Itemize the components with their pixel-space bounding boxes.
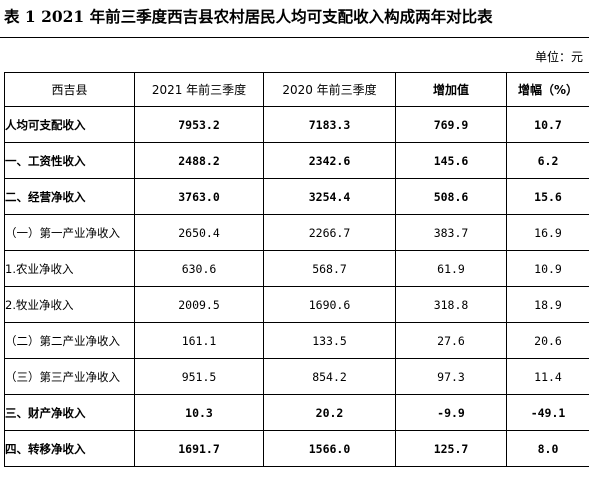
value-growth-rate: 11.4	[506, 358, 589, 395]
value-2020: 20.2	[263, 394, 396, 431]
row-label: （三）第三产业净收入	[4, 358, 135, 395]
header-region: 西吉县	[4, 72, 135, 107]
value-increase: 61.9	[395, 250, 507, 287]
income-comparison-table: 西吉县 2021 年前三季度 2020 年前三季度 增加值 增幅（%） 人均可支…	[4, 72, 589, 467]
row-label: 四、转移净收入	[4, 430, 135, 467]
table-row: （一）第一产业净收入 2650.4 2266.7 383.7 16.9	[4, 214, 589, 251]
value-growth-rate: 10.9	[506, 250, 589, 287]
table-row: 一、工资性收入 2488.2 2342.6 145.6 6.2	[4, 142, 589, 179]
value-2020: 133.5	[263, 322, 396, 359]
value-2020: 1690.6	[263, 286, 396, 323]
row-label: （一）第一产业净收入	[4, 214, 135, 251]
unit-label: 单位：元	[534, 50, 583, 64]
value-growth-rate: 15.6	[506, 178, 589, 215]
value-2020: 854.2	[263, 358, 396, 395]
table-row: 人均可支配收入 7953.2 7183.3 769.9 10.7	[4, 106, 589, 143]
value-2021: 630.6	[134, 250, 264, 287]
table-row: 二、经营净收入 3763.0 3254.4 508.6 15.6	[4, 178, 589, 215]
table-header-row: 西吉县 2021 年前三季度 2020 年前三季度 增加值 增幅（%）	[4, 72, 589, 107]
value-increase: 145.6	[395, 142, 507, 179]
row-label: 人均可支配收入	[4, 106, 135, 143]
value-growth-rate: 18.9	[506, 286, 589, 323]
value-2021: 161.1	[134, 322, 264, 359]
value-2020: 2266.7	[263, 214, 396, 251]
table-body: 人均可支配收入 7953.2 7183.3 769.9 10.7 一、工资性收入 2488.…	[4, 106, 589, 467]
value-2021: 3763.0	[134, 178, 264, 215]
value-growth-rate: 20.6	[506, 322, 589, 359]
row-label: 1.农业净收入	[4, 250, 135, 287]
table-row: （三）第三产业净收入 951.5 854.2 97.3 11.4	[4, 358, 589, 395]
table-row: 1.农业净收入 630.6 568.7 61.9 10.9	[4, 250, 589, 287]
value-increase: 97.3	[395, 358, 507, 395]
value-2021: 10.3	[134, 394, 264, 431]
value-2020: 3254.4	[263, 178, 396, 215]
value-increase: 318.8	[395, 286, 507, 323]
row-label: 三、财产净收入	[4, 394, 135, 431]
value-increase: 125.7	[395, 430, 507, 467]
table-row: 三、财产净收入 10.3 20.2 -9.9 -49.1	[4, 394, 589, 431]
value-increase: 383.7	[395, 214, 507, 251]
value-increase: 769.9	[395, 106, 507, 143]
value-2021: 2650.4	[134, 214, 264, 251]
value-increase: 508.6	[395, 178, 507, 215]
value-2020: 2342.6	[263, 142, 396, 179]
table-row: （二）第二产业净收入 161.1 133.5 27.6 20.6	[4, 322, 589, 359]
header-growth-rate: 增幅（%）	[506, 72, 589, 107]
value-growth-rate: 10.7	[506, 106, 589, 143]
value-increase: 27.6	[395, 322, 507, 359]
value-2021: 2009.5	[134, 286, 264, 323]
value-growth-rate: 8.0	[506, 430, 589, 467]
value-2021: 2488.2	[134, 142, 264, 179]
row-label: 二、经营净收入	[4, 178, 135, 215]
table-title: 表 1 2021 年前三季度西吉县农村居民人均可支配收入构成两年对比表	[4, 7, 493, 26]
value-2021: 7953.2	[134, 106, 264, 143]
row-label: （二）第二产业净收入	[4, 322, 135, 359]
value-growth-rate: -49.1	[506, 394, 589, 431]
value-2020: 568.7	[263, 250, 396, 287]
value-increase: -9.9	[395, 394, 507, 431]
value-2021: 1691.7	[134, 430, 264, 467]
value-growth-rate: 16.9	[506, 214, 589, 251]
table-row: 2.牧业净收入 2009.5 1690.6 318.8 18.9	[4, 286, 589, 323]
row-label: 一、工资性收入	[4, 142, 135, 179]
title-divider	[0, 37, 589, 38]
value-2020: 1566.0	[263, 430, 396, 467]
header-2020: 2020 年前三季度	[263, 72, 396, 107]
value-2020: 7183.3	[263, 106, 396, 143]
header-increase: 增加值	[395, 72, 507, 107]
table-row: 四、转移净收入 1691.7 1566.0 125.7 8.0	[4, 430, 589, 467]
header-2021: 2021 年前三季度	[134, 72, 264, 107]
value-2021: 951.5	[134, 358, 264, 395]
value-growth-rate: 6.2	[506, 142, 589, 179]
row-label: 2.牧业净收入	[4, 286, 135, 323]
